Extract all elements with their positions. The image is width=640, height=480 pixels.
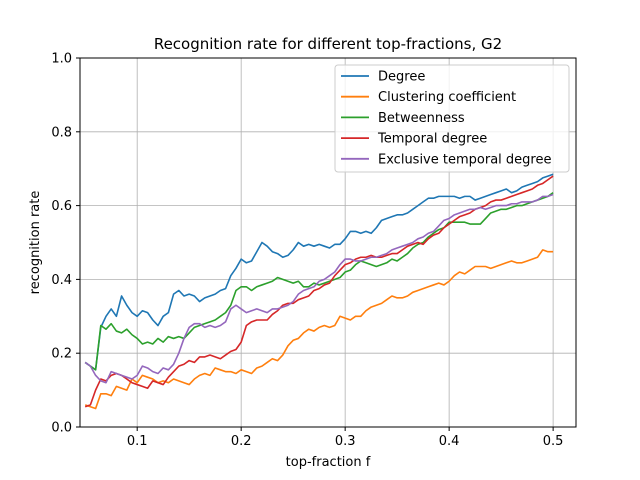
x-tick-label: 0.1 xyxy=(127,434,148,449)
y-tick-label: 1.0 xyxy=(51,52,72,67)
y-tick-label: 0.0 xyxy=(51,421,72,436)
y-tick-label: 0.4 xyxy=(51,273,72,288)
legend: Degree Clustering coefficient Betweenness T… xyxy=(334,64,570,173)
series-line-betweenness xyxy=(84,192,554,371)
x-tick-label: 0.5 xyxy=(543,434,564,449)
legend-label: Betweenness xyxy=(378,111,465,126)
x-tick-label: 0.3 xyxy=(335,434,356,449)
series-lines xyxy=(84,173,554,410)
y-tick-label: 0.6 xyxy=(51,199,72,214)
plot-frame xyxy=(79,57,577,428)
x-axis-title: top-fraction f xyxy=(286,455,371,470)
x-tick-label: 0.4 xyxy=(439,434,460,449)
x-tick-label: 0.2 xyxy=(231,434,252,449)
axis-ticks: 0.1 0.2 0.3 0.4 0.5 0.0 0.2 0.4 0.6 0.8 1.0 xyxy=(51,52,563,450)
series-line-clustering-coefficient xyxy=(84,249,554,410)
legend-label: Clustering coefficient xyxy=(378,90,516,105)
series-line-degree xyxy=(84,173,554,371)
y-tick-label: 0.2 xyxy=(51,347,72,362)
legend-box xyxy=(334,64,570,173)
legend-label: Temporal degree xyxy=(377,132,487,147)
y-axis-title: recognition rate xyxy=(28,191,43,295)
y-tick-label: 0.8 xyxy=(51,125,72,140)
chart-title: Recognition rate for different top-fract… xyxy=(154,35,502,53)
legend-label: Exclusive temporal degree xyxy=(378,152,551,167)
series-line-exclusive-temporal-degree xyxy=(84,193,554,384)
legend-label: Degree xyxy=(378,70,425,85)
